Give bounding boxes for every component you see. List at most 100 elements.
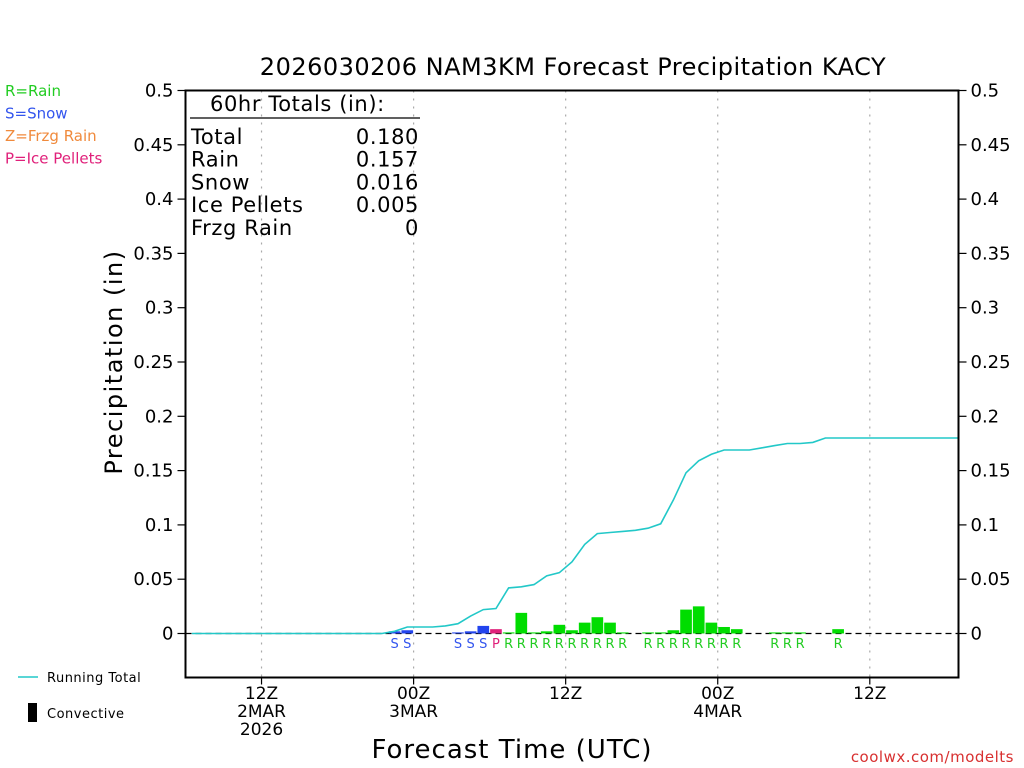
precip-type-marker: R [593,637,602,652]
precip-bar [566,630,578,634]
precip-type-marker: S [390,637,398,652]
totals-box: 60hr Totals (in): Total 0.180 Rain 0.157 Sno… [190,92,420,240]
precip-type-marker: R [580,637,589,652]
precip-type-marker: R [618,637,627,652]
y-tick-label-left: 0.05 [133,569,173,590]
type-legend-item: Z=Frzg Rain [5,127,97,145]
y-tick-label-left: 0 [162,624,173,645]
precip-type-marker: R [669,637,678,652]
y-tick-label-right: 0.35 [971,243,1011,264]
type-legend-item: R=Rain [5,82,61,100]
precip-bar [452,632,464,634]
totals-value: 0.180 [356,125,419,149]
totals-label: Frzg Rain [191,216,293,240]
precip-bar [401,630,414,634]
credit-text: coolwx.com/modelts [851,748,1014,766]
precip-type-marker: R [555,637,564,652]
x-tick-label: 3MAR [389,702,438,722]
totals-header: 60hr Totals (in): [210,92,385,116]
y-tick-label-right: 0 [971,624,982,645]
totals-label: Total [190,125,243,149]
hourly-bars [388,606,844,634]
precip-bar [692,606,705,634]
precip-bar [578,622,591,634]
precip-type-marker: R [656,637,665,652]
precip-bar [553,624,566,634]
x-tick-label: 2MAR [237,702,286,722]
precip-type-marker: S [403,637,411,652]
running-total-line [191,437,959,635]
precip-bar [604,622,616,634]
y-tick-label-left: 0.45 [133,135,173,156]
y-axis-label: Precipitation (in) [100,249,128,474]
running-total-legend-label: Running Total [47,671,141,686]
precip-bar [832,629,844,634]
x-tick-label: 12Z [549,684,582,704]
y-tick-label-right: 0.1 [971,515,1000,536]
precip-bar [705,622,718,634]
x-tick-label: 00Z [397,684,430,704]
y-tick-label-right: 0.3 [971,298,1000,319]
precip-bar [794,632,806,634]
precip-bar [477,625,490,634]
y-axis-ticks: 0 0 0.05 0.05 0.1 0.1 0.15 0.15 0.2 0.2 0.25 0.25 0.… [133,81,1010,645]
precip-bar [490,629,502,634]
y-tick-label-left: 0.15 [133,461,173,482]
precip-type-marker: R [707,637,716,652]
precip-type-marker: R [529,637,538,652]
precip-bar [540,631,553,634]
precip-type-marker: R [542,637,551,652]
precip-bar [388,631,401,634]
precip-type-legend: R=Rain S=Snow Z=Frzg Rain P=Ice Pellets [5,82,102,168]
precip-type-marker: R [567,637,576,652]
x-tick-label: 12Z [245,684,278,704]
totals-label: Snow [191,170,250,194]
precip-type-marker: R [732,637,741,652]
y-tick-label-right: 0.25 [971,352,1011,373]
precip-bar [730,629,743,634]
precip-type-marker: R [682,637,691,652]
y-tick-label-left: 0.2 [145,406,174,427]
totals-value: 0.005 [356,193,419,217]
convective-legend-label: Convective [47,707,125,722]
chart-title: 2026030206 NAM3KM Forecast Precipitation… [260,53,886,81]
y-tick-label-left: 0.5 [145,81,174,102]
y-tick-label-right: 0.5 [971,81,1000,102]
precip-bar [528,632,540,634]
precip-bar [515,612,528,634]
precip-type-marker: S [454,637,462,652]
precip-type-marker: R [783,637,792,652]
precip-bar [680,609,692,634]
precip-bar [654,632,667,634]
precip-type-marker: R [504,637,513,652]
totals-value: 0.016 [356,170,419,194]
precip-type-marker: R [834,637,843,652]
y-tick-label-left: 0.4 [145,189,174,210]
x-tick-label: 4MAR [693,702,742,722]
precip-bar [718,626,730,634]
x-tick-label: 2026 [240,720,283,740]
y-tick-label-right: 0.4 [971,189,1000,210]
convective-legend-swatch [28,703,37,722]
y-tick-label-right: 0.45 [971,135,1011,156]
precip-type-marker: R [796,637,805,652]
precip-type-marker: S [479,637,487,652]
precip-type-marker: R [720,637,729,652]
type-legend-item: S=Snow [5,105,68,123]
precip-bar [591,617,604,634]
precip-type-marker: P [492,637,500,652]
y-tick-label-right: 0.2 [971,406,1000,427]
precip-bar [502,632,515,634]
series-legend: Running Total Convective [18,671,141,722]
precip-bar [768,632,781,634]
precip-bar [642,632,654,634]
y-tick-label-right: 0.15 [971,461,1011,482]
grid-lines [185,90,959,678]
precip-bar [616,632,629,634]
x-axis-label: Forecast Time (UTC) [371,735,652,765]
y-tick-label-left: 0.3 [145,298,174,319]
totals-label: Rain [191,148,240,172]
